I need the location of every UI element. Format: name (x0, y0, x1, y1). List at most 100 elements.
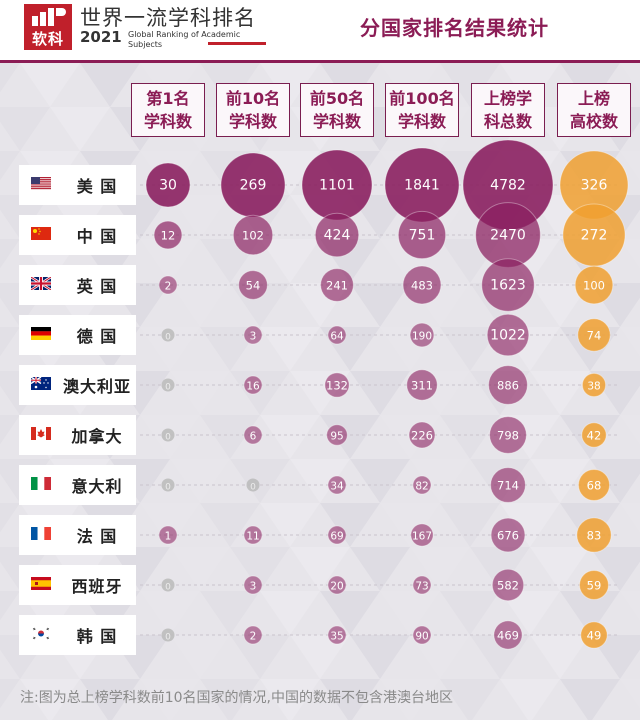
kr-flag-icon (31, 625, 53, 640)
data-label: 64 (330, 331, 344, 343)
data-label: 424 (324, 228, 351, 244)
data-bubble (246, 478, 260, 492)
data-bubble (412, 575, 432, 595)
data-label: 226 (411, 429, 433, 443)
data-label: 3 (250, 581, 257, 593)
background-triangle (110, 547, 170, 591)
data-bubble (243, 375, 263, 395)
background-triangle (560, 591, 620, 635)
data-label: 190 (412, 331, 432, 343)
data-label: 0 (165, 483, 171, 493)
data-bubble (577, 468, 611, 502)
column-header: 前10名 学科数 (216, 83, 290, 137)
data-bubble (490, 517, 526, 553)
background-triangle (200, 591, 260, 635)
data-bubble (232, 214, 274, 256)
data-bubble (577, 318, 611, 352)
background-triangle (140, 327, 200, 371)
data-label: 100 (583, 279, 605, 293)
column-header-line2: 学科数 (143, 112, 192, 131)
data-label: 1 (165, 531, 172, 543)
background-triangle (290, 459, 350, 503)
background-triangle (500, 503, 560, 547)
page-title: 分国家排名结果统计 (360, 16, 549, 40)
data-label: 6 (250, 431, 257, 443)
data-label: 751 (409, 228, 436, 244)
row-label: 中 国 (19, 215, 136, 255)
data-bubble (402, 265, 442, 305)
background-triangle (530, 371, 590, 415)
data-bubble (158, 525, 178, 545)
data-bubble (243, 625, 263, 645)
data-label: 0 (165, 383, 171, 393)
data-label: 132 (326, 379, 348, 393)
data-bubble (581, 372, 607, 398)
brand-accent-bar (208, 42, 266, 45)
country-name: 美 国 (76, 177, 118, 196)
brand-subtitle: Global Ranking of Academic (128, 30, 241, 39)
background-triangle (530, 635, 590, 679)
background-triangle (470, 547, 530, 591)
us-flag-icon (31, 175, 53, 190)
background-triangle (350, 635, 410, 679)
data-label: 83 (587, 529, 602, 543)
data-label: 272 (581, 228, 608, 244)
data-bubble (409, 322, 435, 348)
background-triangle (200, 503, 260, 547)
data-label: 16 (246, 381, 260, 393)
column-header-line2: 学科数 (228, 112, 277, 131)
background-triangle (170, 371, 230, 415)
data-label: 38 (587, 381, 600, 393)
data-bubble (243, 575, 263, 595)
data-bubble (489, 416, 527, 454)
background-triangle (350, 547, 410, 591)
data-label: 42 (587, 429, 602, 443)
data-label: 2470 (490, 228, 526, 244)
it-flag-icon (31, 475, 53, 490)
background-triangle (260, 327, 320, 371)
background-triangle (410, 459, 470, 503)
data-label: 0 (250, 483, 256, 493)
data-label: 2 (250, 631, 257, 643)
background-triangle (140, 679, 200, 720)
data-label: 1022 (490, 328, 526, 344)
background-triangle (530, 283, 590, 327)
data-label: 1623 (490, 278, 526, 294)
column-header: 上榜 高校数 (557, 83, 631, 137)
data-label: 798 (497, 429, 519, 443)
data-label: 0 (165, 633, 171, 643)
data-bubble (581, 422, 607, 448)
data-label: 167 (412, 531, 432, 543)
background-triangle (350, 459, 410, 503)
data-label: 82 (415, 481, 428, 493)
background-triangle (320, 591, 380, 635)
country-name: 加拿大 (71, 427, 123, 446)
country-name: 澳大利亚 (63, 377, 132, 396)
data-bubble (579, 570, 609, 600)
data-label: 1101 (319, 178, 355, 194)
data-bubble (397, 210, 447, 260)
data-bubble (486, 313, 530, 357)
data-bubble (324, 372, 350, 398)
background-triangle (0, 107, 50, 151)
header-divider (0, 60, 640, 63)
data-bubble (493, 620, 523, 650)
data-bubble (153, 220, 183, 250)
country-name: 中 国 (76, 227, 118, 246)
data-label: 73 (415, 581, 428, 593)
column-header-line1: 前100名 (389, 89, 455, 108)
background-triangle (0, 679, 20, 709)
data-label: 0 (165, 583, 171, 593)
data-label: 0 (165, 333, 171, 343)
background-triangle (80, 679, 140, 720)
background-triangle (260, 63, 320, 107)
data-bubble (481, 258, 535, 312)
background-triangle (410, 635, 470, 679)
background-triangle (50, 107, 110, 151)
brand-title: 世界一流学科排名 (80, 6, 256, 30)
background-triangle (440, 679, 500, 720)
data-bubble (490, 467, 526, 503)
background-triangle (0, 591, 20, 621)
background-triangle (20, 679, 80, 720)
